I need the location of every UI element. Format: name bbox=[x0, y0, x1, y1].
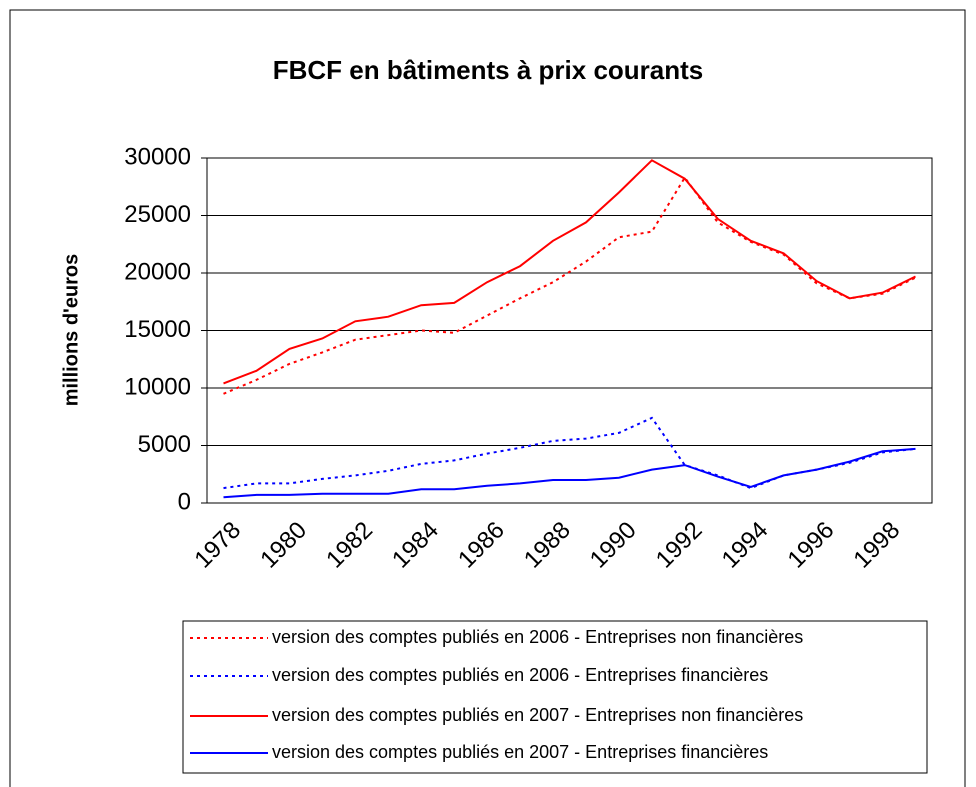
y-tick-label: 0 bbox=[178, 488, 191, 515]
y-axis-label: millions d'euros bbox=[60, 254, 82, 407]
series-line bbox=[223, 416, 916, 490]
series-line bbox=[223, 447, 916, 499]
legend-label: version des comptes publiés en 2006 - En… bbox=[272, 665, 768, 685]
legend-label: version des comptes publiés en 2007 - En… bbox=[272, 742, 768, 762]
series-line bbox=[223, 175, 916, 395]
legend-label: version des comptes publiés en 2007 - En… bbox=[272, 705, 803, 725]
plot-area bbox=[206, 157, 933, 504]
y-tick-label: 20000 bbox=[124, 258, 191, 285]
y-tick-label: 5000 bbox=[138, 431, 191, 458]
legend-label: version des comptes publiés en 2006 - En… bbox=[272, 627, 803, 647]
chart-title: FBCF en bâtiments à prix courants bbox=[273, 55, 704, 85]
y-tick-label: 10000 bbox=[124, 373, 191, 400]
y-tick-label: 15000 bbox=[124, 316, 191, 343]
series-line bbox=[223, 159, 916, 385]
y-tick-label: 30000 bbox=[124, 143, 191, 170]
legend-box bbox=[182, 620, 928, 774]
y-tick-label: 25000 bbox=[124, 201, 191, 228]
